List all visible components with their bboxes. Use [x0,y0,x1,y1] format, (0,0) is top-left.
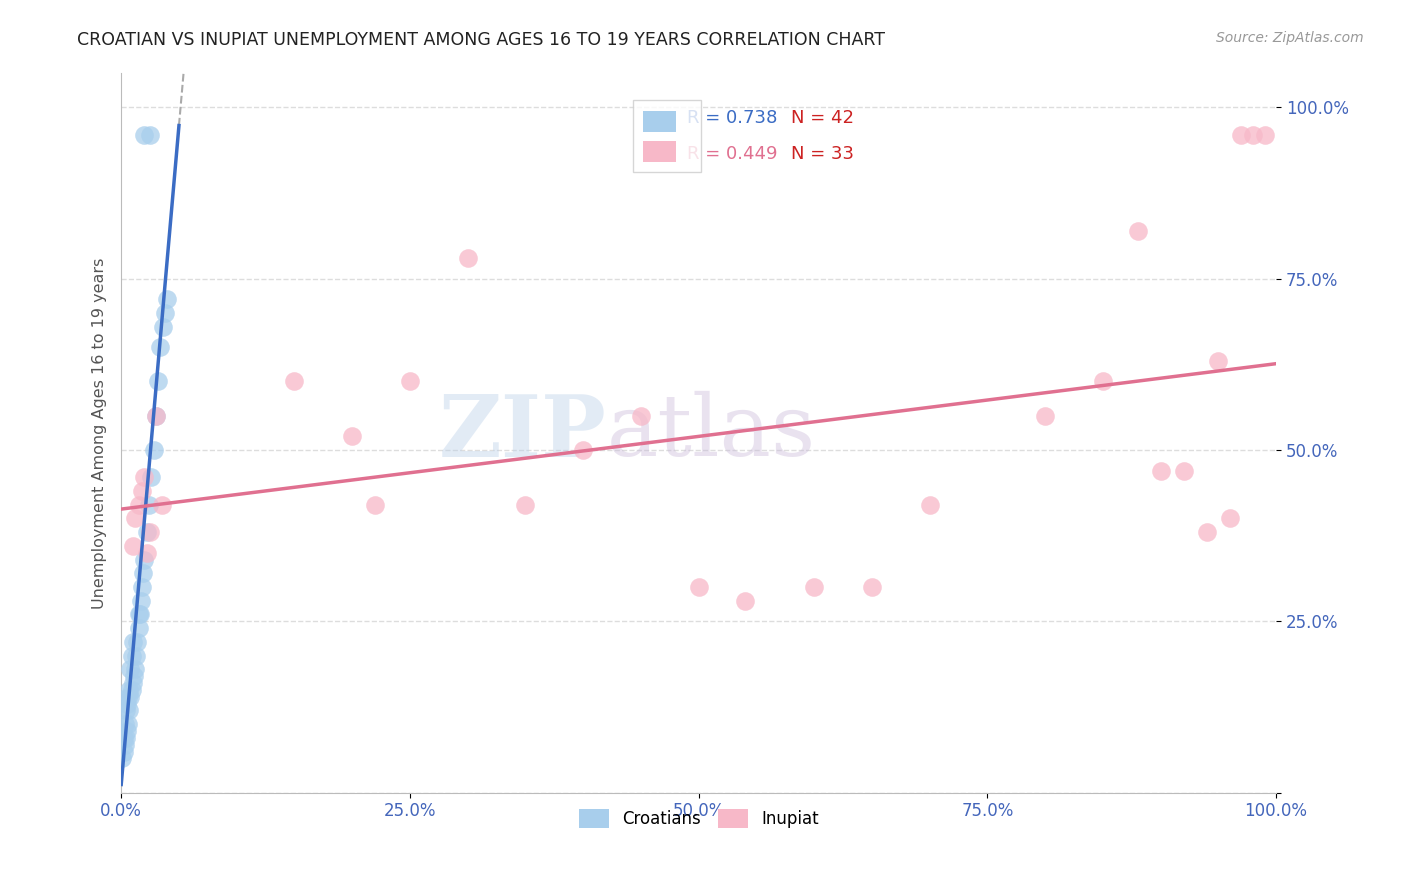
Point [1219,511,1241,525]
Point [117,717,139,731]
Point [120,662,142,676]
Point [118,682,141,697]
Point [918,498,941,512]
Point [1253,128,1275,142]
Point [1241,128,1264,142]
Point [860,580,883,594]
Point [135,546,157,560]
Point [129,593,152,607]
Point [139,128,162,142]
Point [134,470,156,484]
Point [138,498,160,512]
Point [120,690,142,704]
Point [1033,409,1056,423]
Point [121,539,143,553]
Point [115,697,138,711]
Point [734,593,756,607]
Point [399,375,422,389]
Point [121,635,143,649]
Point [149,340,172,354]
Point [115,723,138,738]
Point [150,498,173,512]
Point [572,442,595,457]
Text: atlas: atlas [606,392,815,475]
Point [1230,128,1253,142]
Point [112,731,135,745]
Point [1149,463,1171,477]
Text: ZIP: ZIP [439,391,606,475]
Point [132,566,155,581]
Point [283,375,305,389]
Point [364,498,387,512]
Point [340,429,363,443]
Point [121,682,143,697]
Point [153,306,176,320]
Point [515,498,537,512]
Text: Source: ZipAtlas.com: Source: ZipAtlas.com [1216,31,1364,45]
Point [115,731,138,745]
Point [142,442,165,457]
Text: N = 42: N = 42 [792,109,853,127]
Point [134,128,156,142]
Point [111,751,134,765]
Point [145,409,167,423]
Point [457,251,479,265]
Point [630,409,652,423]
Point [131,580,153,594]
Text: N = 33: N = 33 [792,145,853,163]
Text: R = 0.738: R = 0.738 [688,109,778,127]
Point [112,745,135,759]
Point [152,319,174,334]
Point [128,498,150,512]
Legend: Croatians, Inupiat: Croatians, Inupiat [572,802,825,835]
Point [124,511,146,525]
Point [122,669,145,683]
Point [124,662,146,676]
Point [118,703,141,717]
Point [803,580,825,594]
Point [128,607,150,622]
Point [117,690,139,704]
Point [128,607,150,622]
Point [125,648,148,663]
Point [121,676,143,690]
Text: CROATIAN VS INUPIAT UNEMPLOYMENT AMONG AGES 16 TO 19 YEARS CORRELATION CHART: CROATIAN VS INUPIAT UNEMPLOYMENT AMONG A… [77,31,886,49]
Point [134,552,156,566]
Point [1126,224,1149,238]
Point [128,621,150,635]
Point [688,580,710,594]
Point [114,738,136,752]
Point [1173,463,1195,477]
Point [141,470,163,484]
Point [115,703,138,717]
Point [131,484,153,499]
Point [145,409,167,423]
Point [148,375,170,389]
Point [114,717,136,731]
Y-axis label: Unemployment Among Ages 16 to 19 years: Unemployment Among Ages 16 to 19 years [93,257,107,608]
Point [156,292,179,306]
Point [135,525,157,540]
Point [121,648,143,663]
Point [127,635,149,649]
Point [1195,525,1218,540]
Point [1208,354,1230,368]
Text: R = 0.449: R = 0.449 [688,145,778,163]
Point [1091,375,1114,389]
Point [139,525,162,540]
